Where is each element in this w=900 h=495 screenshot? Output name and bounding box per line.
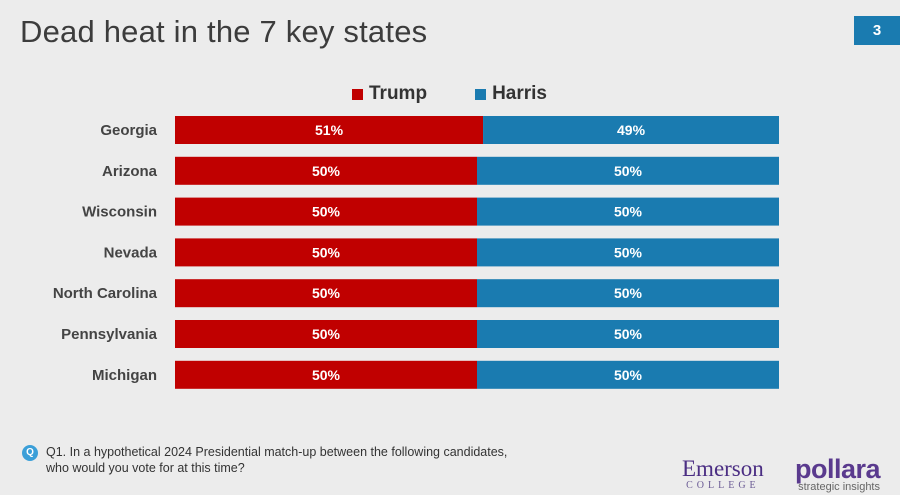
data-label-harris-pennsylvania: 50% <box>614 326 643 342</box>
category-label-arizona: Arizona <box>102 163 158 180</box>
data-label-trump-wisconsin: 50% <box>312 204 341 220</box>
category-label-michigan: Michigan <box>92 367 157 384</box>
question-icon: Q <box>22 445 38 461</box>
legend-label-trump: Trump <box>369 83 428 104</box>
category-label-wisconsin: Wisconsin <box>82 204 157 221</box>
bar-trump-north-carolina <box>175 279 477 308</box>
emerson-logo-name: Emerson <box>682 456 764 481</box>
question-line-2: who would you vote for at this time? <box>46 461 245 475</box>
category-label-nevada: Nevada <box>104 244 158 261</box>
data-label-harris-georgia: 49% <box>617 122 646 138</box>
category-label-pennsylvania: Pennsylvania <box>61 326 158 343</box>
bar-harris-nevada <box>477 238 779 267</box>
page-title: Dead heat in the 7 key states <box>20 14 428 49</box>
page-number-badge: 3 <box>854 16 900 45</box>
data-label-harris-nevada: 50% <box>614 244 643 260</box>
survey-question: Q Q1. In a hypothetical 2024 Presidentia… <box>22 444 507 476</box>
chart-legend: Trump Harris <box>352 83 547 105</box>
emerson-college-logo: Emerson COLLEGE <box>682 456 764 491</box>
bar-harris-arizona <box>477 156 779 185</box>
bar-trump-michigan <box>175 360 477 389</box>
bar-trump-pennsylvania <box>175 320 477 348</box>
data-label-harris-michigan: 50% <box>614 367 643 383</box>
bar-trump-nevada <box>175 238 477 267</box>
data-label-trump-arizona: 50% <box>312 163 341 179</box>
bar-trump-wisconsin <box>175 197 477 226</box>
category-label-north-carolina: North Carolina <box>53 285 158 302</box>
question-line-1: Q1. In a hypothetical 2024 Presidential … <box>46 445 508 459</box>
pollara-logo: pollara strategic insights <box>784 454 881 494</box>
data-label-trump-georgia: 51% <box>315 122 344 138</box>
data-label-harris-north-carolina: 50% <box>614 285 643 301</box>
bar-harris-north-carolina <box>477 279 779 308</box>
legend-swatch-trump <box>352 88 363 100</box>
bar-harris-wisconsin <box>477 197 779 226</box>
question-text: Q1. In a hypothetical 2024 Presidential … <box>46 444 507 476</box>
legend-item-trump: Trump <box>352 83 427 105</box>
bar-trump-georgia <box>175 116 484 144</box>
bar-trump-arizona <box>175 156 477 185</box>
data-label-trump-north-carolina: 50% <box>312 285 341 301</box>
bar-harris-michigan <box>477 360 779 389</box>
category-label-georgia: Georgia <box>100 122 157 139</box>
bar-harris-pennsylvania <box>477 320 779 348</box>
pollara-logo-sub: strategic insights <box>798 481 880 493</box>
stacked-bar-chart: Georgia 51% 49% Arizona 50% 50% Wisconsin 50% 50… <box>53 116 779 389</box>
emerson-logo-sub: COLLEGE <box>686 480 760 491</box>
legend-item-harris: Harris <box>475 83 547 105</box>
pollara-logo-name: pollara <box>794 454 881 484</box>
bar-harris-georgia <box>483 116 779 144</box>
data-label-harris-arizona: 50% <box>614 163 643 179</box>
data-label-trump-michigan: 50% <box>312 367 341 383</box>
legend-label-harris: Harris <box>492 83 547 104</box>
data-label-harris-wisconsin: 50% <box>614 204 643 220</box>
data-label-trump-pennsylvania: 50% <box>312 326 341 342</box>
data-label-trump-nevada: 50% <box>312 244 341 260</box>
legend-swatch-harris <box>475 88 487 100</box>
